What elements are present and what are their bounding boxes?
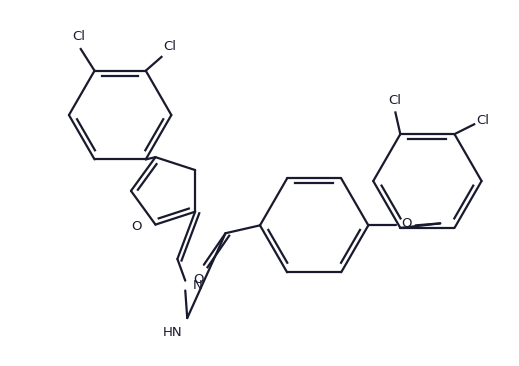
Text: HN: HN [162, 326, 182, 339]
Text: O: O [401, 217, 412, 230]
Text: Cl: Cl [388, 94, 401, 107]
Text: Cl: Cl [163, 40, 176, 53]
Text: O: O [194, 273, 204, 285]
Text: N: N [193, 279, 203, 292]
Text: Cl: Cl [72, 30, 85, 43]
Text: Cl: Cl [476, 114, 489, 127]
Text: O: O [131, 220, 142, 233]
